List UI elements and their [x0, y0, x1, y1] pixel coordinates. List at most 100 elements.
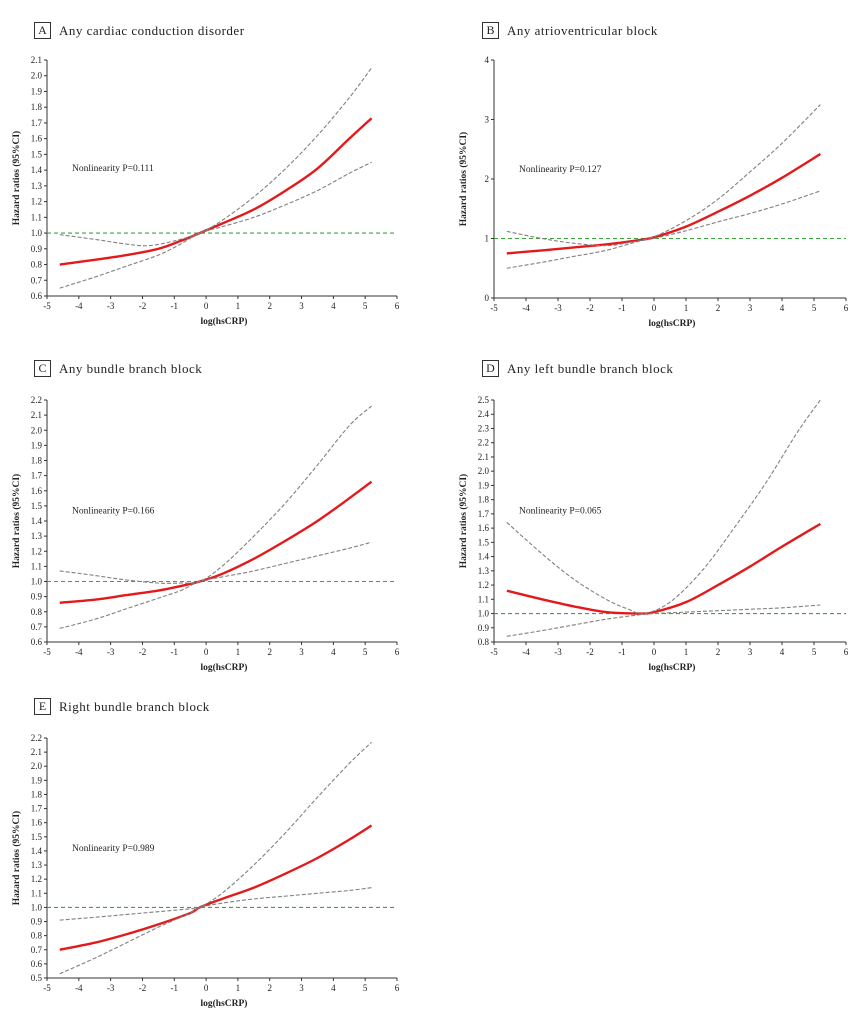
- y-tick-label: 1: [485, 234, 490, 244]
- y-tick-label: 1.4: [478, 552, 490, 562]
- x-tick-label: 0: [204, 647, 209, 657]
- x-tick-label: -4: [522, 303, 530, 313]
- nonlinearity-annotation: Nonlinearity P=0.065: [519, 507, 602, 517]
- lower-ci-line: [59, 161, 372, 289]
- x-tick-label: -2: [586, 303, 594, 313]
- y-tick-label: 1.8: [31, 789, 43, 799]
- hazard-ratio-line: [59, 824, 373, 951]
- y-tick-label: 1.2: [31, 197, 42, 207]
- x-tick-label: 1: [236, 301, 241, 311]
- x-tick-label: 2: [716, 647, 721, 657]
- panel-d-header: D Any left bundle branch block: [482, 360, 673, 377]
- lower-ci-line: [59, 541, 372, 629]
- hazard-ratio-line: [59, 117, 373, 266]
- panel-letter: D: [482, 360, 499, 377]
- x-tick-label: 5: [363, 301, 368, 311]
- nonlinearity-annotation: Nonlinearity P=0.127: [519, 165, 602, 175]
- y-tick-label: 1.6: [31, 486, 43, 496]
- y-tick-label: 1.6: [31, 818, 43, 828]
- x-tick-label: 1: [236, 983, 241, 993]
- panel-a-header: A Any cardiac conduction disorder: [34, 22, 245, 39]
- x-tick-label: -4: [75, 301, 83, 311]
- upper-ci-line: [59, 67, 372, 247]
- x-tick-label: -5: [43, 983, 51, 993]
- y-tick-label: 1.0: [31, 902, 43, 912]
- y-tick-label: 2.2: [31, 733, 42, 743]
- x-tick-label: 0: [204, 301, 209, 311]
- x-tick-label: -1: [171, 301, 179, 311]
- x-tick-label: -3: [554, 647, 562, 657]
- x-tick-label: 3: [748, 647, 753, 657]
- y-tick-label: 0.9: [31, 592, 43, 602]
- x-tick-label: 2: [267, 983, 272, 993]
- y-axis-label: Hazard ratios (95%CI): [11, 131, 22, 225]
- y-tick-label: 2.0: [31, 71, 43, 81]
- x-tick-label: 6: [844, 647, 849, 657]
- panel-letter: C: [34, 360, 51, 377]
- x-tick-label: 1: [684, 647, 689, 657]
- chart-title: Any cardiac conduction disorder: [59, 22, 245, 38]
- y-tick-label: 1.1: [31, 888, 42, 898]
- x-tick-label: 6: [395, 983, 400, 993]
- y-axis-label: Hazard ratios (95%CI): [458, 132, 469, 226]
- y-tick-label: 0.7: [31, 945, 43, 955]
- y-tick-label: 0.7: [31, 622, 43, 632]
- x-tick-label: 4: [331, 983, 336, 993]
- y-tick-label: 1.7: [478, 509, 490, 519]
- y-tick-label: 1.8: [31, 456, 43, 466]
- y-tick-label: 1.2: [31, 546, 42, 556]
- upper-ci-line: [59, 405, 372, 584]
- y-tick-label: 1.7: [31, 118, 43, 128]
- x-tick-label: 5: [363, 647, 368, 657]
- x-tick-label: 4: [780, 303, 785, 313]
- y-tick-label: 0.5: [31, 973, 43, 983]
- y-tick-label: 0.6: [31, 959, 43, 969]
- y-tick-label: 0.8: [31, 931, 43, 941]
- x-tick-label: 1: [236, 647, 241, 657]
- y-tick-label: 0.7: [31, 275, 43, 285]
- x-tick-label: -1: [618, 647, 626, 657]
- panel-e-header: E Right bundle branch block: [34, 698, 210, 715]
- hazard-ratio-line: [59, 480, 373, 604]
- y-tick-label: 2.1: [31, 410, 42, 420]
- x-tick-label: -5: [43, 647, 51, 657]
- y-tick-label: 4: [485, 55, 490, 65]
- y-tick-label: 1.5: [478, 537, 490, 547]
- panel-letter: E: [34, 698, 51, 715]
- x-tick-label: 0: [204, 983, 209, 993]
- y-tick-label: 2.0: [31, 761, 43, 771]
- x-tick-label: -5: [490, 303, 498, 313]
- y-tick-label: 1.4: [31, 165, 43, 175]
- y-tick-label: 1.3: [31, 531, 43, 541]
- upper-ci-line: [506, 399, 821, 615]
- y-tick-label: 1.3: [31, 181, 43, 191]
- y-tick-label: 1.2: [478, 580, 489, 590]
- y-tick-label: 1.9: [478, 480, 490, 490]
- x-tick-label: 4: [780, 647, 785, 657]
- y-tick-label: 2.4: [478, 409, 490, 419]
- x-tick-label: 2: [267, 647, 272, 657]
- y-tick-label: 2.1: [31, 55, 42, 65]
- x-tick-label: -3: [107, 647, 115, 657]
- nonlinearity-annotation: Nonlinearity P=0.166: [72, 507, 155, 517]
- y-tick-label: 3: [485, 115, 490, 125]
- chart-title: Right bundle branch block: [59, 698, 210, 714]
- x-tick-label: -1: [618, 303, 626, 313]
- lower-ci-line: [506, 604, 821, 637]
- y-tick-label: 1.3: [478, 566, 490, 576]
- chart-title: Any atrioventricular block: [507, 22, 658, 38]
- y-tick-label: 0.8: [31, 260, 43, 270]
- x-axis-label: log(hsCRP): [201, 998, 248, 1009]
- upper-ci-line: [506, 104, 821, 247]
- x-tick-label: 2: [267, 301, 272, 311]
- x-tick-label: -4: [75, 647, 83, 657]
- x-tick-label: 6: [844, 303, 849, 313]
- y-tick-label: 0.9: [31, 917, 43, 927]
- y-tick-label: 0.8: [478, 637, 490, 647]
- x-tick-label: 1: [684, 303, 689, 313]
- y-tick-label: 2.1: [478, 452, 489, 462]
- x-tick-label: -2: [586, 647, 594, 657]
- y-tick-label: 2.0: [31, 425, 43, 435]
- x-tick-label: 5: [812, 647, 817, 657]
- y-axis-label: Hazard ratios (95%CI): [458, 474, 469, 568]
